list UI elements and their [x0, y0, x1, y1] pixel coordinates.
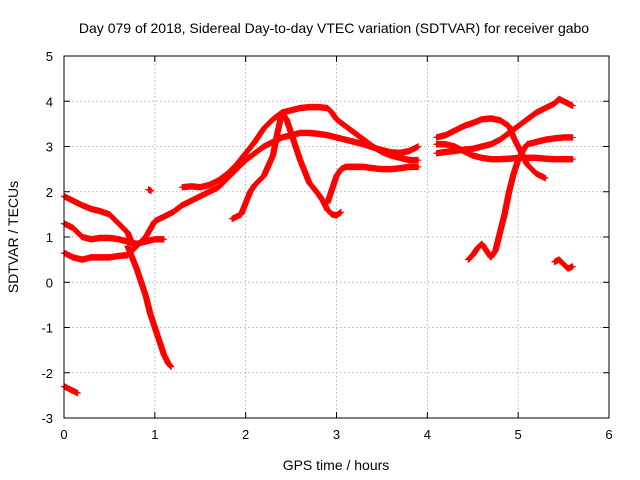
data-point-marker — [569, 102, 576, 109]
data-point-marker — [415, 156, 422, 164]
track-13 — [465, 134, 576, 263]
y-tick-label: 1 — [46, 230, 53, 245]
grid — [64, 56, 609, 418]
y-tick-label: 3 — [46, 140, 53, 155]
y-tick-label: -3 — [41, 411, 53, 426]
data-point-marker — [569, 263, 576, 270]
data-point-marker — [569, 134, 576, 141]
data-point-marker — [415, 163, 422, 171]
y-tick-label: 2 — [46, 185, 53, 200]
x-tick-label: 0 — [60, 427, 67, 442]
track-5 — [60, 383, 81, 397]
y-tick-label: 4 — [46, 94, 53, 109]
y-tick-label: -2 — [41, 366, 53, 381]
track-12 — [433, 95, 576, 157]
axis-ticks: 0 1 2 3 4 5 6 -3 -2 -1 0 1 2 3 4 5 — [41, 49, 612, 442]
track-14 — [551, 256, 576, 272]
data-points — [60, 95, 576, 397]
x-tick-label: 3 — [333, 427, 340, 442]
data-point-marker — [167, 363, 175, 371]
x-axis-label: GPS time / hours — [283, 457, 390, 473]
y-tick-label: 0 — [46, 275, 53, 290]
data-point-marker — [569, 155, 576, 163]
track-1 — [60, 193, 136, 247]
track-4 — [124, 242, 175, 371]
y-axis-label: SDTVAR / TECUs — [5, 181, 21, 293]
x-tick-label: 1 — [151, 427, 158, 442]
data-point-marker — [542, 174, 549, 182]
track-6 — [145, 186, 155, 195]
data-point-marker — [148, 187, 155, 195]
data-point-marker — [74, 389, 81, 397]
chart-title: Day 079 of 2018, Sidereal Day-to-day VTE… — [79, 20, 589, 36]
track-8 — [228, 109, 345, 223]
y-tick-label: 5 — [46, 49, 53, 64]
track-7 — [178, 103, 422, 191]
track-3 — [60, 129, 422, 263]
data-point-marker — [160, 236, 168, 243]
x-tick-label: 2 — [242, 427, 249, 442]
x-tick-label: 6 — [605, 427, 612, 442]
y-tick-label: -1 — [41, 321, 53, 336]
data-point-marker — [415, 143, 422, 150]
data-point-marker — [337, 208, 345, 216]
track-9 — [324, 163, 422, 207]
x-tick-label: 4 — [424, 427, 431, 442]
x-tick-label: 5 — [515, 427, 522, 442]
